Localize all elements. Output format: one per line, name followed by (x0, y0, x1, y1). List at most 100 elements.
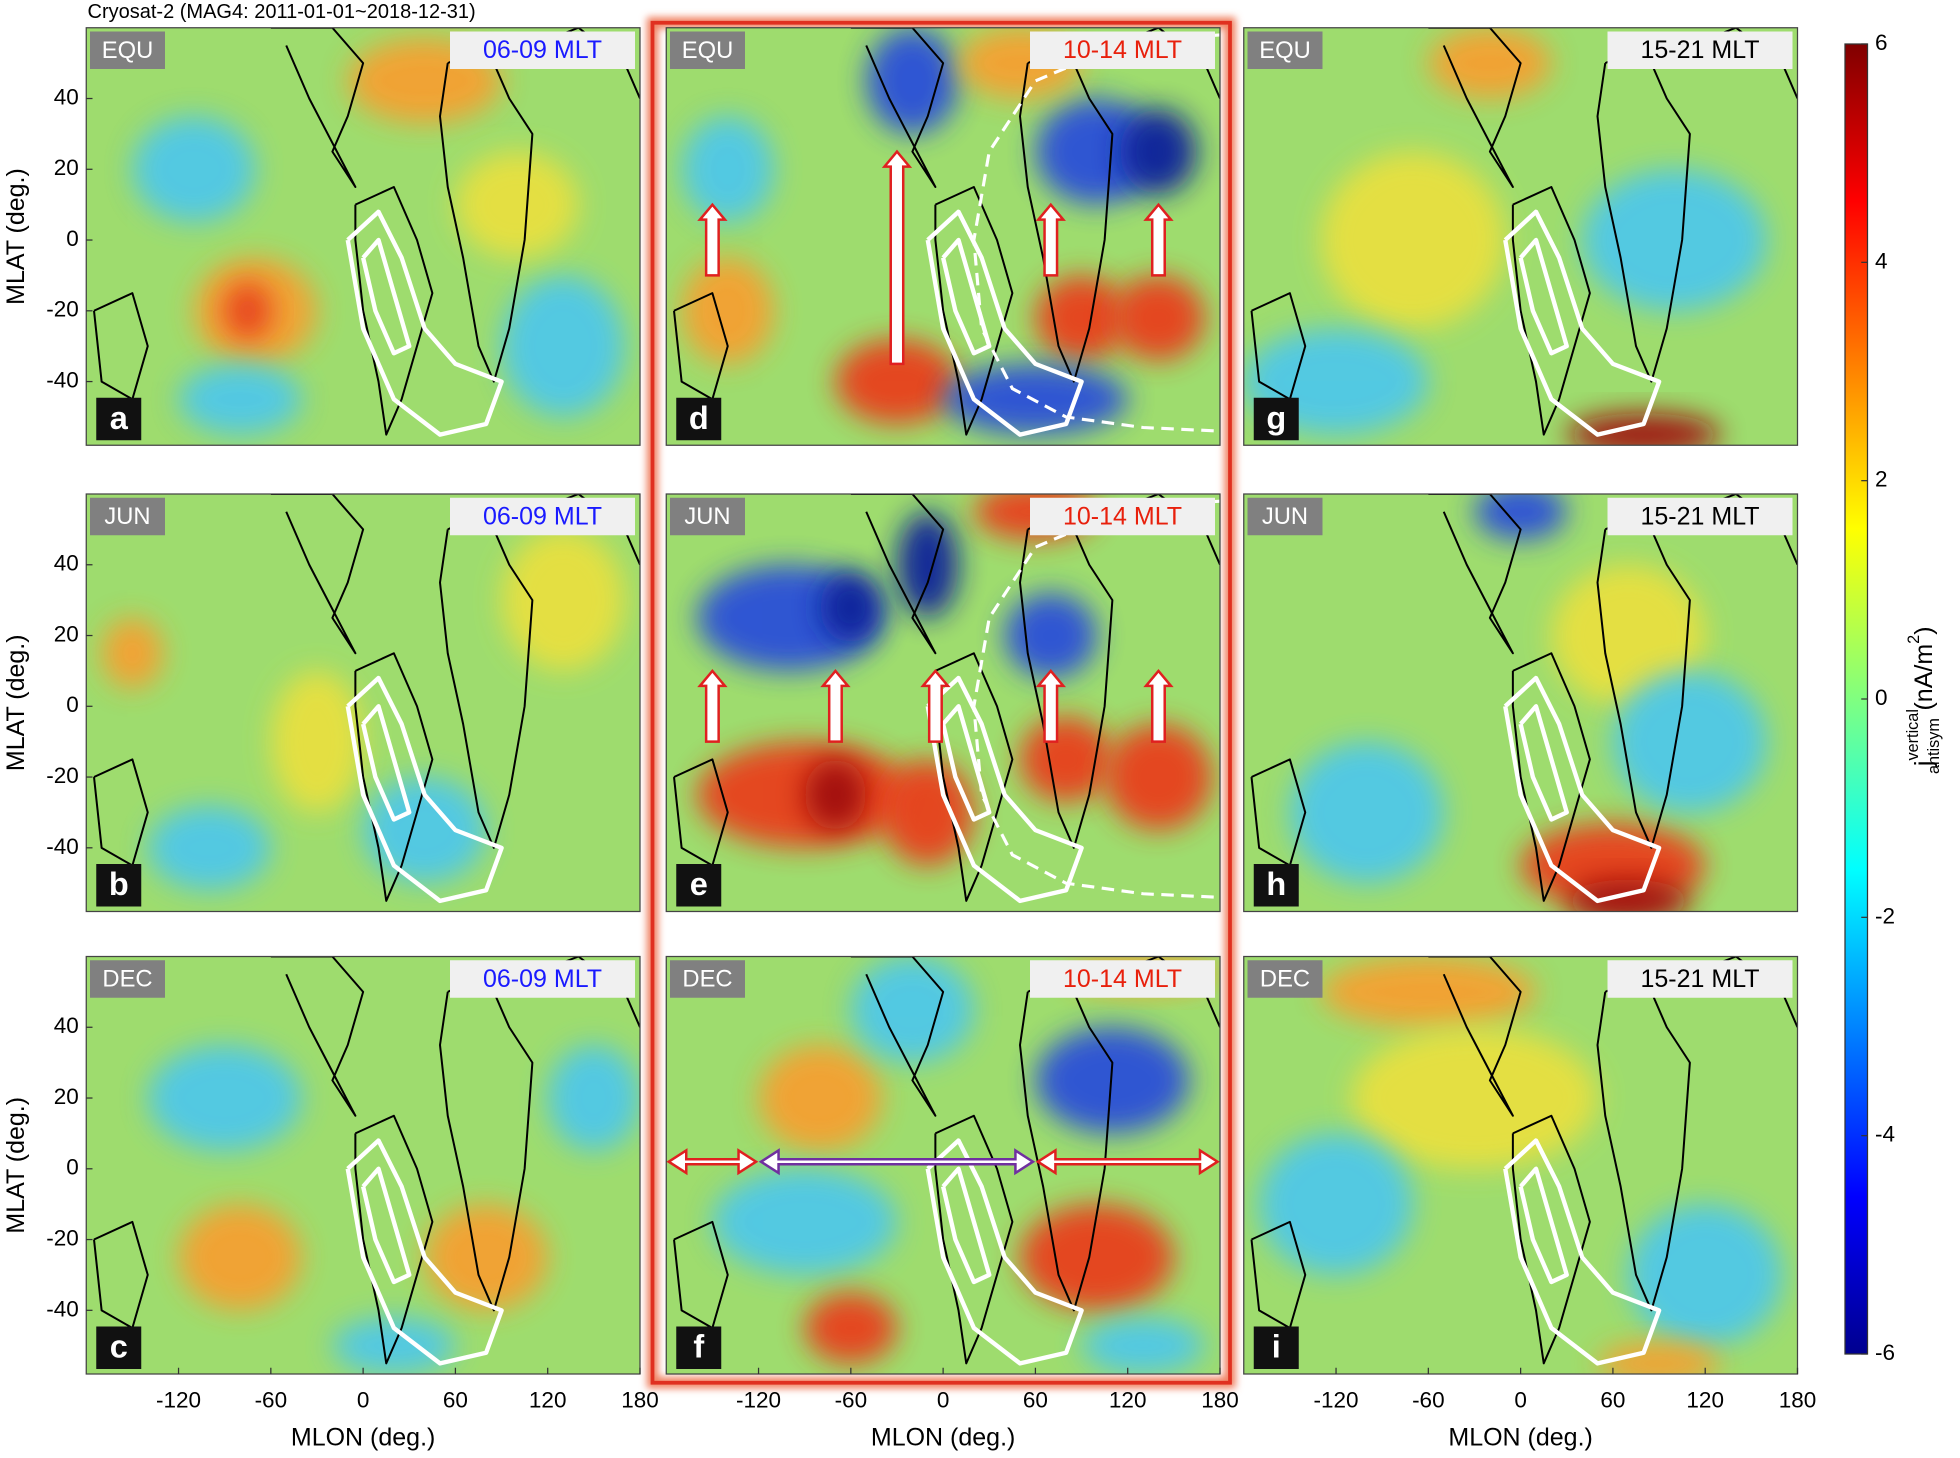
arrow (1143, 668, 1174, 743)
current-patch (1004, 593, 1097, 678)
current-patch (132, 116, 256, 223)
current-patch (1320, 956, 1537, 1028)
y-tick-label: 40 (54, 551, 79, 576)
arrow (820, 668, 851, 743)
season-label: JUN (104, 503, 150, 530)
x-tick-label: 0 (937, 1387, 950, 1412)
mlt-box (1030, 497, 1215, 536)
coastline (673, 292, 729, 401)
current-patch (101, 617, 164, 689)
mlt-box (1607, 31, 1793, 69)
season-label: JUN (684, 503, 730, 530)
colorbar-label-part: ) (1910, 626, 1938, 634)
y-tick-label: 20 (54, 155, 79, 180)
colorbar-tick-label: -6 (1875, 1340, 1895, 1365)
current-patch (1612, 670, 1767, 813)
arrow (1035, 202, 1066, 277)
season-box (90, 31, 165, 69)
mlt-box (1607, 960, 1793, 998)
coastline (93, 758, 149, 867)
season-box (90, 497, 165, 536)
current-patch (147, 805, 271, 891)
anomaly-contour (1518, 704, 1569, 822)
map-panel: JUN 10-14 MLT e (665, 493, 1221, 913)
current-patch (1259, 1133, 1413, 1275)
current-patch (681, 116, 774, 223)
y-tick-label: -20 (46, 763, 79, 788)
coastline (1250, 1220, 1307, 1329)
coastline (270, 494, 365, 655)
current-patch (1474, 494, 1567, 540)
x-tick-label: 60 (1023, 1387, 1048, 1412)
x-tick-label: -60 (255, 1387, 288, 1412)
mlt-label: 06-09 MLT (483, 36, 602, 64)
current-patch (1112, 275, 1205, 361)
colorbar-tick-label: -2 (1875, 903, 1895, 928)
coastline (1428, 27, 1522, 188)
map-panel: DEC 06-09 MLT c -40 -20 0 20 40 -120 -60 0 60 120 180… (2, 955, 659, 1452)
coastline (673, 1220, 729, 1329)
current-patch (1035, 1027, 1190, 1134)
panel-letter-box (676, 1326, 722, 1369)
panel-letter: g (1266, 400, 1286, 436)
panel-letter: c (110, 1329, 128, 1365)
y-axis-label: MLAT (deg.) (2, 1097, 30, 1234)
x-tick-label: 180 (621, 1387, 659, 1412)
coastline (1596, 44, 1691, 383)
coastline (354, 1114, 434, 1365)
arrow (697, 202, 728, 277)
y-tick-label: -20 (46, 1225, 79, 1250)
x-tick-label: 180 (1779, 1387, 1817, 1412)
x-tick-label: 120 (529, 1387, 567, 1412)
anomaly-contour (1518, 237, 1569, 356)
coastline (850, 956, 945, 1117)
current-patch (501, 275, 625, 417)
coastline (934, 652, 1014, 902)
arrow (1035, 668, 1066, 743)
x-tick-label: 60 (1600, 1387, 1625, 1412)
arrow (1143, 202, 1174, 277)
colorbar-tick-label: 2 (1875, 467, 1888, 492)
current-patch (270, 670, 364, 813)
y-tick-label: 0 (66, 1155, 79, 1180)
panel-letter-box (96, 1326, 142, 1369)
mlt-label: 10-14 MLT (1063, 36, 1182, 64)
map-panel: EQU 15-21 MLT g (1243, 27, 1799, 446)
coastline (1019, 510, 1114, 849)
y-axis-label: MLAT (deg.) (2, 634, 30, 771)
coastline (850, 494, 945, 655)
y-tick-label: 20 (54, 621, 79, 646)
anomaly-contour (925, 1138, 1084, 1366)
y-tick-label: 20 (54, 1084, 79, 1109)
arrow (920, 668, 951, 743)
panel-border (665, 27, 1221, 446)
coastline (93, 1220, 149, 1329)
x-tick-label: -60 (1412, 1387, 1445, 1412)
season-box (90, 960, 165, 998)
mlt-box (450, 497, 635, 536)
current-patch (1628, 1204, 1783, 1346)
coastline (1511, 185, 1591, 436)
y-tick-label: 0 (66, 226, 79, 251)
anomaly-contour (345, 209, 504, 437)
map-panel: JUN 06-09 MLT b -40 -20 0 20 40 MLAT (deg.) (2, 493, 641, 913)
colorbar-tick-label: 4 (1875, 248, 1888, 273)
mlt-box (1607, 497, 1793, 536)
map-panel: DEC 15-21 MLT i -120 -60 0 60 120 180 MLON (deg.) (1243, 955, 1817, 1452)
mlt-label: 15-21 MLT (1640, 502, 1759, 530)
current-patch (1551, 564, 1706, 707)
current-patch (681, 257, 774, 364)
panel-letter: i (1272, 1329, 1281, 1365)
current-patch (178, 363, 302, 435)
current-patch (866, 27, 959, 134)
colorbar-label-part: antisym (1925, 718, 1943, 774)
colorbar-tick-label: 6 (1875, 30, 1888, 55)
season-box (1247, 960, 1323, 998)
current-patch (1020, 716, 1113, 802)
y-axis-label: MLAT (deg.) (2, 168, 30, 305)
panel-letter: e (690, 866, 708, 902)
anomaly-contour (345, 1138, 504, 1366)
panel-letter: h (1266, 866, 1286, 902)
season-label: JUN (1262, 503, 1308, 530)
